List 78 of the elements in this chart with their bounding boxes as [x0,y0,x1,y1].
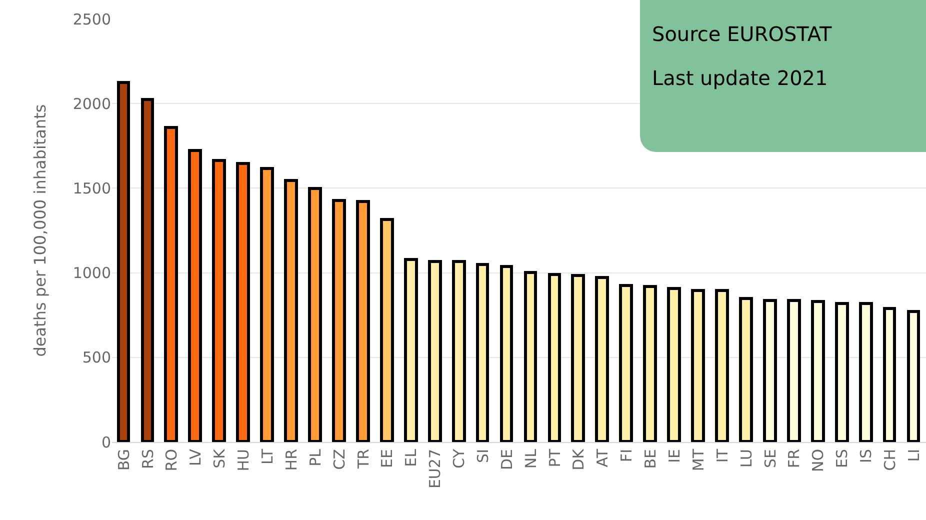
bar [117,81,130,442]
x-tick-label: FR [785,449,804,468]
bar [500,265,513,442]
x-tick-label: SE [761,449,780,468]
x-tick-label: SK [210,448,229,468]
x-tick-label: DE [498,449,516,470]
bar [404,258,418,442]
x-tick-label: CZ [330,449,348,470]
info-panel: Source EUROSTAT Last update 2021 [640,0,926,152]
x-tick-label: EE [378,449,396,468]
x-tick-label: SI [474,449,492,463]
x-tick-label: RO [162,449,181,472]
bar [691,289,705,442]
bar [619,284,633,442]
y-tick-label: 0 [101,433,111,452]
bar [260,167,274,442]
x-tick-label: EL [402,448,420,467]
bar [236,162,250,442]
y-tick-label: 2500 [72,10,111,28]
y-tick-label: 1500 [72,179,111,198]
x-tick-label: CY [450,448,468,468]
x-tick-label: NL [522,448,540,469]
x-tick-label: HR [282,449,300,471]
x-tick-label: HU [234,449,253,472]
x-tick-label: DK [570,448,588,470]
bar [141,98,154,442]
x-tick-label: NO [809,449,828,472]
y-tick-label: 500 [82,348,111,367]
bar [739,297,753,442]
x-tick-label: IS [857,449,876,463]
bar [787,299,801,442]
x-tick-label: BE [642,449,660,469]
annotation: Source EUROSTAT [652,22,833,46]
x-tick-label: EU27 [426,449,444,489]
x-tick-label: TR [354,449,372,470]
annotation: Last update 2021 [652,66,829,90]
y-axis-title: deaths per 100,000 inhabitants [30,104,50,357]
x-tick-label: LV [186,448,205,466]
bar [380,218,394,442]
y-tick-label: 1000 [72,264,111,282]
bar [452,260,466,442]
bar [763,299,777,442]
bar [667,287,681,442]
x-tick-label: LI [904,449,923,462]
bar [595,276,609,442]
bar [811,300,825,442]
x-tick-label: IE [665,449,684,463]
y-tick-label: 2000 [72,94,111,113]
bar [284,179,298,442]
x-tick-label: LU [737,449,756,468]
bar [212,159,226,442]
x-tick-label: PL [306,448,324,466]
bar [308,187,322,442]
x-tick-label: PT [546,448,564,468]
bar [524,271,537,442]
x-tick-label: IT [713,448,732,463]
bar [188,149,202,442]
x-tick-label: RS [138,449,157,469]
bar [643,285,657,442]
bar [332,199,346,442]
x-tick-label: ES [833,449,852,468]
x-tick-label: LT [258,448,276,464]
x-tick-label: CH [880,449,899,471]
x-tick-label: FI [618,449,636,462]
bar [571,274,585,442]
x-tick-label: BG [114,449,133,471]
bar [356,200,370,442]
bar [164,126,178,442]
bar [715,289,729,442]
bar [907,310,920,442]
bar [476,263,489,442]
bar [883,307,896,442]
bar [859,302,873,442]
x-tick-label: MT [689,448,708,472]
bar [835,302,849,442]
x-tick-label: AT [594,448,612,468]
bar [548,273,561,442]
bar [428,260,442,442]
